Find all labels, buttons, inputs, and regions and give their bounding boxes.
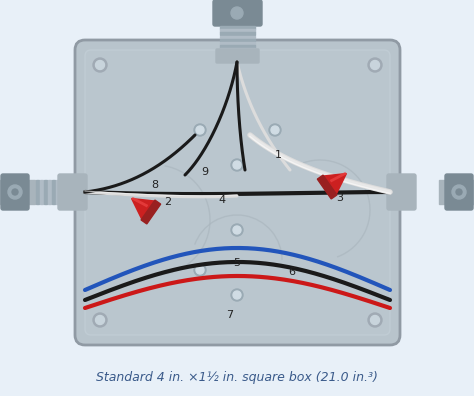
Polygon shape bbox=[48, 180, 51, 204]
Polygon shape bbox=[44, 180, 47, 204]
Circle shape bbox=[368, 58, 382, 72]
FancyBboxPatch shape bbox=[85, 50, 390, 335]
FancyBboxPatch shape bbox=[213, 0, 262, 26]
Polygon shape bbox=[56, 180, 59, 204]
Circle shape bbox=[233, 291, 241, 299]
FancyBboxPatch shape bbox=[1, 174, 29, 210]
Polygon shape bbox=[222, 0, 253, 52]
Polygon shape bbox=[324, 173, 346, 194]
Polygon shape bbox=[411, 180, 414, 204]
Circle shape bbox=[231, 224, 243, 236]
Polygon shape bbox=[220, 48, 255, 51]
Polygon shape bbox=[36, 180, 39, 204]
Text: 5: 5 bbox=[234, 258, 240, 268]
Polygon shape bbox=[52, 180, 55, 204]
Polygon shape bbox=[407, 180, 410, 204]
FancyBboxPatch shape bbox=[75, 40, 400, 345]
Text: 1: 1 bbox=[274, 150, 282, 160]
Polygon shape bbox=[220, 36, 255, 38]
Text: 3: 3 bbox=[337, 193, 344, 203]
Circle shape bbox=[233, 226, 241, 234]
Circle shape bbox=[194, 264, 206, 276]
Text: 9: 9 bbox=[201, 167, 209, 177]
Circle shape bbox=[93, 58, 107, 72]
Circle shape bbox=[452, 185, 466, 199]
Text: Standard 4 in. ×1½ in. square box (21.0 in.³): Standard 4 in. ×1½ in. square box (21.0 … bbox=[96, 371, 378, 385]
Polygon shape bbox=[220, 39, 255, 41]
Circle shape bbox=[196, 126, 204, 134]
Circle shape bbox=[233, 161, 241, 169]
Circle shape bbox=[8, 185, 22, 199]
Polygon shape bbox=[220, 45, 255, 48]
FancyBboxPatch shape bbox=[58, 174, 87, 210]
Polygon shape bbox=[220, 42, 255, 44]
Polygon shape bbox=[141, 200, 161, 224]
Text: 2: 2 bbox=[164, 197, 172, 207]
Circle shape bbox=[269, 124, 281, 136]
Polygon shape bbox=[403, 180, 406, 204]
Circle shape bbox=[231, 159, 243, 171]
Polygon shape bbox=[395, 180, 398, 204]
Polygon shape bbox=[220, 26, 255, 29]
Polygon shape bbox=[0, 180, 35, 204]
Circle shape bbox=[194, 124, 206, 136]
Circle shape bbox=[12, 189, 18, 195]
Polygon shape bbox=[399, 180, 402, 204]
Text: 7: 7 bbox=[227, 310, 234, 320]
Circle shape bbox=[93, 313, 107, 327]
Circle shape bbox=[196, 266, 204, 274]
Polygon shape bbox=[220, 29, 255, 32]
FancyBboxPatch shape bbox=[387, 174, 416, 210]
FancyBboxPatch shape bbox=[445, 174, 473, 210]
Circle shape bbox=[456, 189, 462, 195]
Text: 4: 4 bbox=[219, 195, 226, 205]
Polygon shape bbox=[317, 175, 337, 199]
FancyBboxPatch shape bbox=[216, 49, 259, 63]
Polygon shape bbox=[439, 180, 474, 204]
Text: 6: 6 bbox=[289, 267, 295, 277]
Circle shape bbox=[95, 61, 104, 70]
Circle shape bbox=[95, 316, 104, 324]
Polygon shape bbox=[40, 180, 43, 204]
Polygon shape bbox=[391, 180, 394, 204]
Circle shape bbox=[271, 126, 279, 134]
Polygon shape bbox=[132, 198, 155, 219]
Circle shape bbox=[231, 289, 243, 301]
Circle shape bbox=[371, 61, 380, 70]
Circle shape bbox=[368, 313, 382, 327]
Circle shape bbox=[371, 316, 380, 324]
Circle shape bbox=[231, 7, 243, 19]
Polygon shape bbox=[220, 32, 255, 35]
Text: 8: 8 bbox=[151, 180, 159, 190]
